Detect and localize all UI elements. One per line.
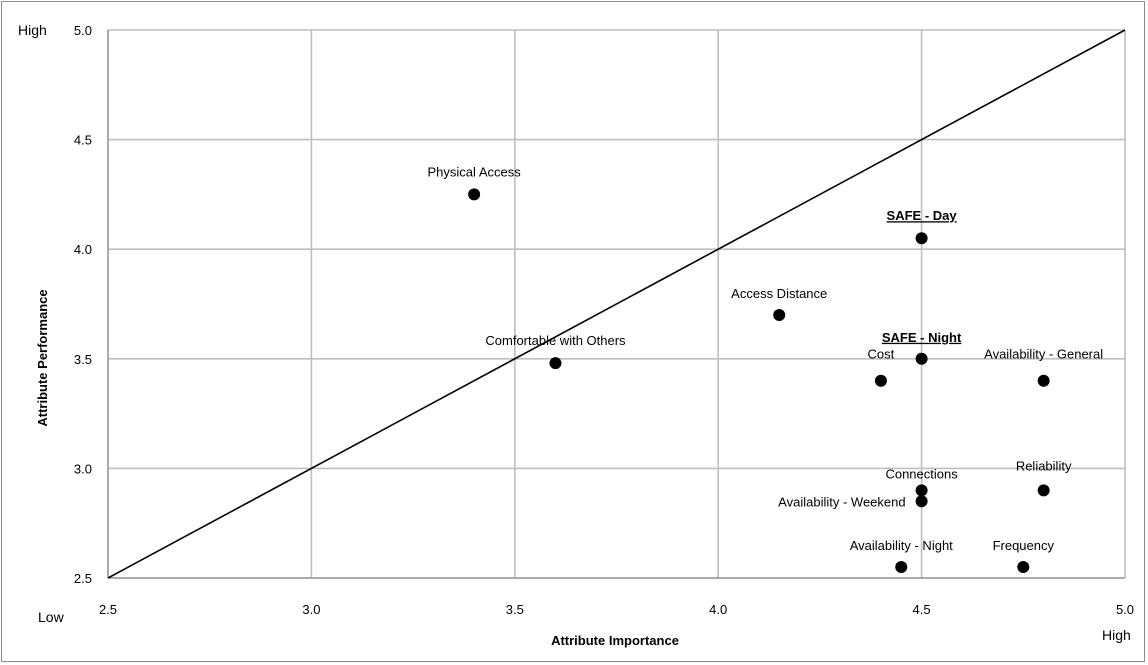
y-tick-label: 4.5 bbox=[74, 133, 92, 148]
x-tick-label: 4.0 bbox=[709, 602, 727, 617]
x-tick-label: 3.5 bbox=[506, 602, 524, 617]
point-label-availability-general: Availability - General bbox=[984, 347, 1103, 362]
point-label-safe-night: SAFE - Night bbox=[882, 330, 962, 345]
axes bbox=[107, 30, 1125, 579]
y-high-corner-label: High bbox=[18, 22, 47, 38]
point-availability-weekend bbox=[915, 495, 928, 508]
data-points: Physical Access SAFE - Day Access Distance… bbox=[428, 164, 1103, 574]
y-axis-title: Attribute Performance bbox=[35, 289, 50, 426]
y-tick-label: 3.5 bbox=[74, 352, 92, 367]
x-high-corner-label: High bbox=[1102, 627, 1131, 643]
y-tick-label: 5.0 bbox=[74, 23, 92, 38]
point-label-reliability: Reliability bbox=[1016, 458, 1072, 473]
point-connections bbox=[915, 484, 928, 497]
y-tick-label: 3.0 bbox=[74, 461, 92, 476]
point-label-safe-day: SAFE - Day bbox=[887, 208, 958, 223]
point-cost bbox=[874, 374, 887, 387]
y-tick-label: 2.5 bbox=[74, 571, 92, 586]
point-availability-night bbox=[895, 561, 908, 574]
y-tick-label: 4.0 bbox=[74, 242, 92, 257]
point-label-connections: Connections bbox=[885, 466, 958, 481]
point-comfortable-with-others bbox=[549, 357, 562, 370]
point-physical-access bbox=[468, 188, 481, 201]
point-availability-general bbox=[1037, 374, 1050, 387]
point-safe-day bbox=[915, 232, 928, 245]
point-label-cost: Cost bbox=[868, 347, 895, 362]
point-safe-night bbox=[915, 352, 928, 365]
point-access-distance bbox=[773, 308, 786, 321]
reference-line-group bbox=[107, 29, 1126, 579]
x-tick-label: 4.5 bbox=[913, 602, 931, 617]
x-low-corner-label: Low bbox=[38, 609, 65, 625]
x-tick-label: 2.5 bbox=[99, 602, 117, 617]
point-label-access-distance: Access Distance bbox=[731, 286, 827, 301]
point-label-comfortable-with-others: Comfortable with Others bbox=[485, 333, 626, 348]
point-reliability bbox=[1037, 484, 1050, 497]
point-label-physical-access: Physical Access bbox=[428, 164, 522, 179]
x-tick-label: 5.0 bbox=[1116, 602, 1134, 617]
point-label-availability-weekend: Availability - Weekend bbox=[778, 494, 905, 509]
reference-line bbox=[107, 29, 1126, 579]
x-tick-label: 3.0 bbox=[302, 602, 320, 617]
tick-labels: 2.5 3.0 3.5 4.0 4.5 5.0 2.5 3.0 3.5 4.0 4.5 5.0 bbox=[74, 23, 1134, 617]
point-label-availability-night: Availability - Night bbox=[850, 538, 953, 553]
point-frequency bbox=[1017, 561, 1030, 574]
point-label-frequency: Frequency bbox=[993, 538, 1055, 553]
x-axis-title: Attribute Importance bbox=[551, 633, 679, 648]
